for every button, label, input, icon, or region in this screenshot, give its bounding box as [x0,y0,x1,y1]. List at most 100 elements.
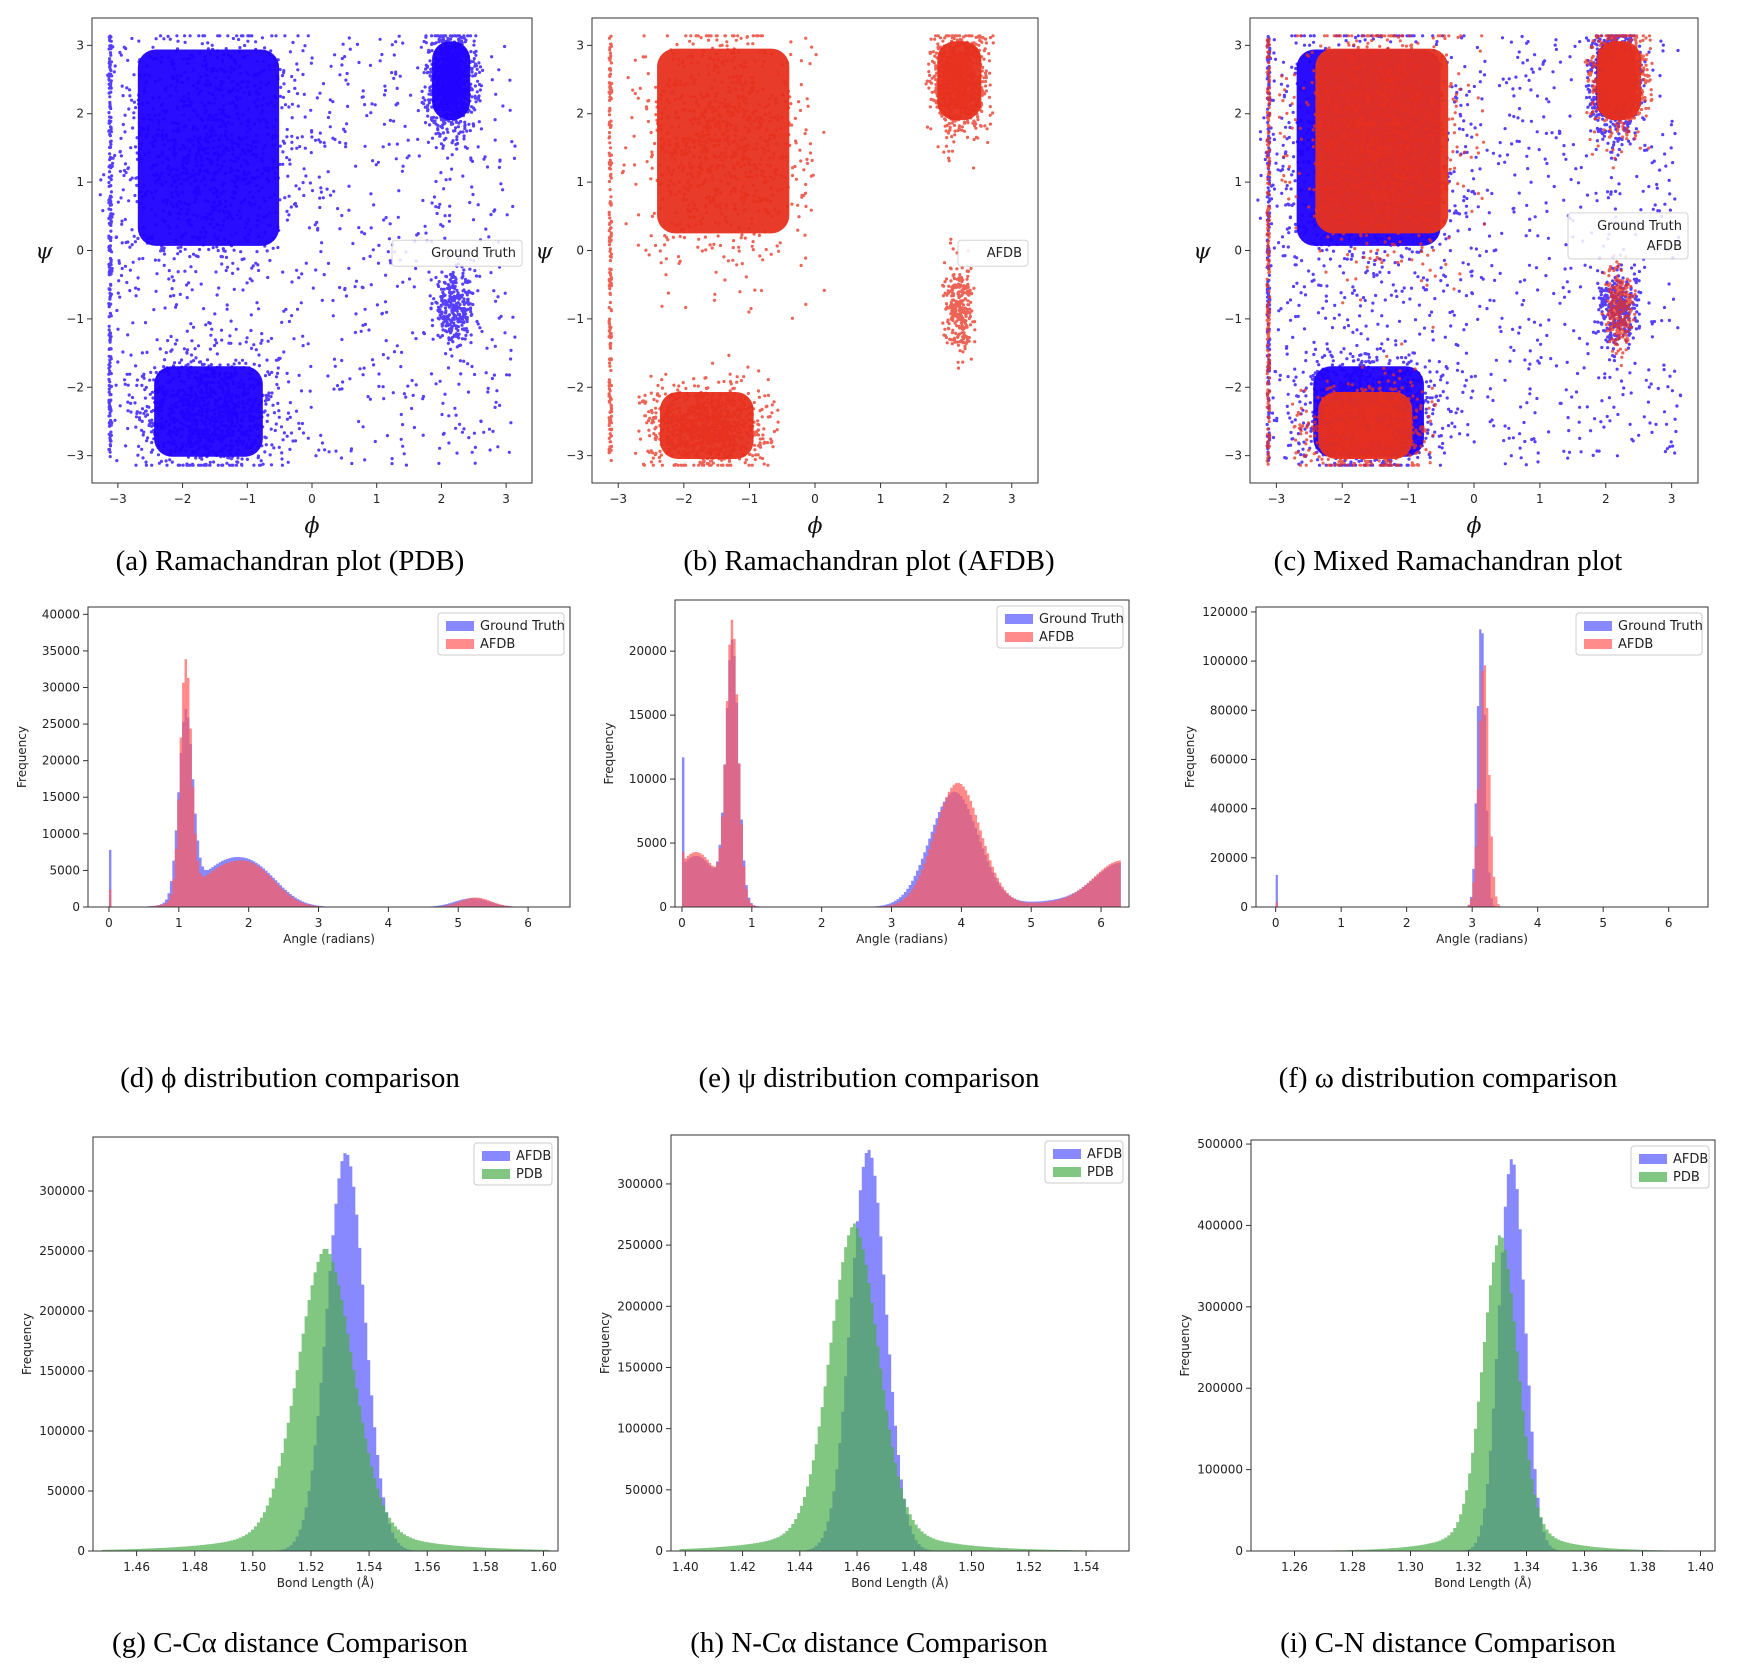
y-tick-label-b-4: 1 [576,175,584,189]
y-tick-label-i-3: 300000 [1197,1300,1243,1314]
x-tick-label-g-7: 1.60 [530,1560,557,1574]
x-tick-label-f-0: 0 [1272,916,1280,930]
y-tick-label-d-0: 0 [72,900,80,914]
legend-box-b [957,239,1029,267]
y-tick-label-d-1: 5000 [49,863,80,877]
caption-b: (b) Ramachandran plot (AFDB) [683,545,1055,577]
y-tick-label-g-0: 0 [77,1544,85,1558]
y-tick-label-e-0: 0 [659,900,667,914]
histogram-bars-f [1275,629,1503,907]
x-tick-label-d-5: 5 [454,916,462,930]
legend-swatch-d-0 [446,621,474,631]
scatter-afdb-c-points [1265,34,1654,467]
y-tick-label-f-5: 100000 [1202,654,1248,668]
legend-swatch-i-0 [1639,1154,1667,1164]
y-tick-label-b-0: −3 [566,449,584,463]
plot-frame-d [87,606,571,908]
legend-label-i-0: AFDB [1673,1152,1708,1167]
legend-label-d-1: AFDB [480,637,515,652]
x-tick-label-d-1: 1 [175,916,183,930]
scatter-points-a [98,34,517,467]
y-tick-label-b-5: 2 [576,107,584,121]
y-tick-label-f-0: 0 [1240,900,1248,914]
scatter-a-points [98,34,517,467]
chart-i-svg: 1.26 1.28 1.30 1.32 1.34 1.36 1.38 1.40 0 100000 2… [1178,1137,1716,1590]
y-tick-label-d-3: 15000 [42,790,80,804]
y-tick-label-b-3: 0 [576,244,584,258]
caption-f: (f) ω distribution comparison [1278,1062,1618,1094]
x-tick-label-f-4: 4 [1534,916,1542,930]
y-tick-label-h-5: 250000 [617,1238,663,1252]
x-tick-label-i-3: 1.32 [1455,1560,1482,1574]
y-axis-label-f: Frequency [1183,726,1197,788]
y-tick-label-e-1: 5000 [636,836,667,850]
chart-c-svg: −3 −2 −1 0 1 2 3 −3 −2 −1 0 1 2 3 ϕ ψ Ground Truth AFDB [1193,17,1699,539]
x-tick-label-c-5: 2 [1602,492,1610,506]
x-axis-label-a: ϕ [305,514,320,539]
chart-h-svg: 1.40 1.42 1.44 1.46 1.48 1.50 1.52 1.54 0 50000 10… [598,1134,1130,1590]
hist-series-pdb-i [1319,1235,1683,1551]
legend-label-g-1: PDB [516,1167,543,1182]
legend-swatch-d-1 [446,639,474,649]
legend-label-c-1: AFDB [1647,239,1682,254]
y-tick-label-g-3: 150000 [39,1364,85,1378]
scatter-points-b [607,34,995,467]
x-tick-label-a-6: 3 [502,492,510,506]
legend-label-i-1: PDB [1673,1170,1700,1185]
x-tick-label-f-6: 6 [1665,916,1673,930]
y-tick-label-c-6: 3 [1234,38,1242,52]
x-tick-label-g-1: 1.48 [181,1560,208,1574]
x-tick-label-c-1: −2 [1333,492,1351,506]
x-tick-label-i-5: 1.36 [1571,1560,1598,1574]
caption-i: (i) C-N distance Comparison [1280,1627,1616,1659]
y-tick-label-e-3: 15000 [629,708,667,722]
caption-d: (d) ϕ distribution comparison [120,1062,460,1094]
y-tick-label-g-1: 50000 [47,1484,85,1498]
legend-label-a-0: Ground Truth [431,246,516,261]
x-tick-label-a-3: 0 [308,492,316,506]
x-tick-label-c-3: 0 [1470,492,1478,506]
caption-g: (g) C-Cα distance Comparison [112,1627,468,1659]
x-tick-label-b-2: −1 [741,492,759,506]
x-tick-label-h-4: 1.48 [901,1560,928,1574]
y-tick-label-e-2: 10000 [629,772,667,786]
plot-frame-i [1250,1139,1716,1552]
x-axis-label-c: ϕ [1467,514,1482,539]
y-tick-label-i-0: 0 [1235,1544,1243,1558]
x-tick-label-b-5: 2 [942,492,950,506]
y-tick-label-d-6: 30000 [42,680,80,694]
y-axis-label-g: Frequency [20,1313,34,1375]
y-tick-label-f-2: 40000 [1210,802,1248,816]
legend-swatch-g-0 [482,1151,510,1161]
x-tick-label-h-1: 1.42 [729,1560,756,1574]
y-tick-label-f-6: 120000 [1202,605,1248,619]
legend-label-e-0: Ground Truth [1039,612,1124,627]
histogram-bars-e [681,619,1121,907]
x-tick-label-f-5: 5 [1599,916,1607,930]
y-tick-label-h-4: 200000 [617,1299,663,1313]
legend-swatch-h-1 [1053,1167,1081,1177]
legend-swatch-g-1 [482,1169,510,1179]
x-tick-label-d-0: 0 [105,916,113,930]
y-tick-label-a-6: 3 [76,38,84,52]
x-tick-label-e-3: 3 [888,916,896,930]
x-tick-label-c-0: −3 [1268,492,1286,506]
y-tick-label-f-1: 20000 [1210,851,1248,865]
hist-series-afdb-e [681,619,1121,907]
legend-label-d-0: Ground Truth [480,619,565,634]
hist-series-ground-truth-e [681,639,1121,907]
x-tick-label-g-5: 1.56 [414,1560,441,1574]
y-tick-label-d-8: 40000 [42,607,80,621]
y-tick-label-a-5: 2 [76,107,84,121]
x-tick-label-g-0: 1.46 [123,1560,150,1574]
y-tick-label-e-4: 20000 [629,644,667,658]
y-tick-label-b-2: −1 [566,312,584,326]
caption-h: (h) N-Cα distance Comparison [690,1627,1048,1659]
y-tick-label-h-6: 300000 [617,1177,663,1191]
chart-e-svg: 0 1 2 3 4 5 6 0 5000 10000 15000 20000 Angle (radian… [602,599,1130,946]
y-tick-label-c-5: 2 [1234,107,1242,121]
x-tick-label-h-7: 1.54 [1073,1560,1100,1574]
y-tick-label-f-4: 80000 [1210,703,1248,717]
x-tick-label-i-2: 1.30 [1397,1560,1424,1574]
x-axis-label-h: Bond Length (Å) [851,1575,948,1590]
